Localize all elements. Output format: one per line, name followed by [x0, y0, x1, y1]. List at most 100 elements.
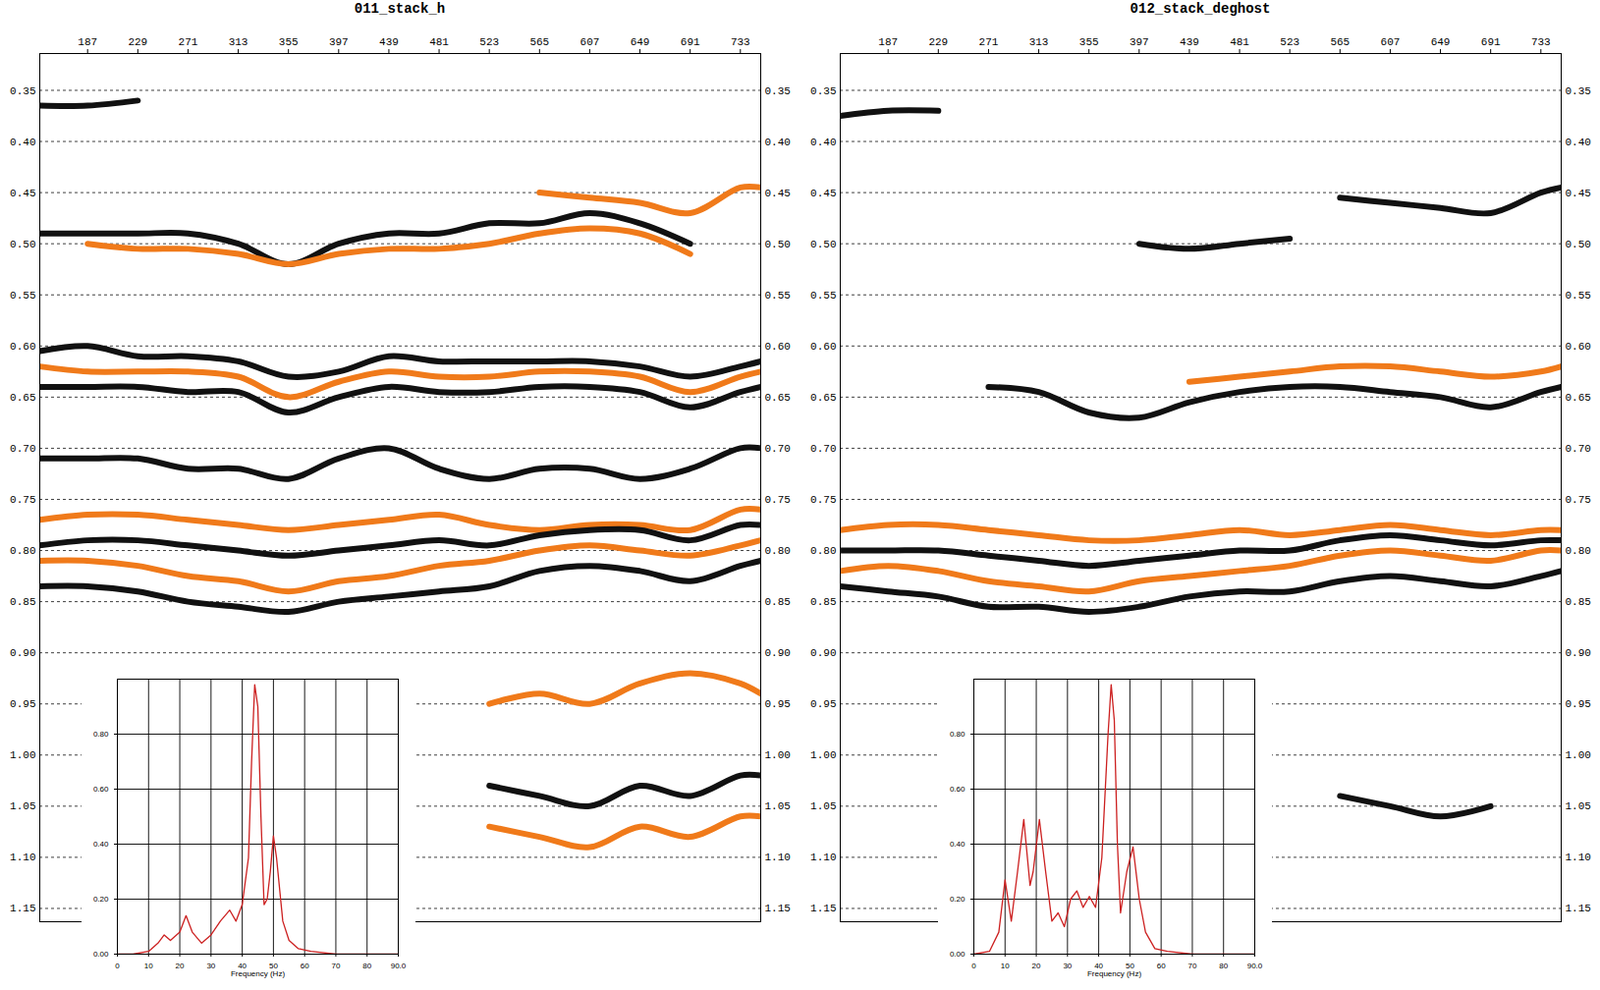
svg-text:0.35: 0.35	[810, 85, 836, 98]
svg-text:0.45: 0.45	[1565, 187, 1592, 200]
svg-text:0.80: 0.80	[1565, 545, 1592, 557]
svg-text:271: 271	[979, 36, 999, 49]
svg-text:0.75: 0.75	[765, 494, 791, 506]
svg-text:649: 649	[1431, 36, 1451, 49]
svg-text:0.65: 0.65	[810, 391, 836, 404]
svg-text:0.75: 0.75	[810, 494, 836, 506]
svg-text:Frequency (Hz): Frequency (Hz)	[230, 969, 285, 979]
svg-text:Frequency (Hz): Frequency (Hz)	[1087, 969, 1142, 979]
svg-text:607: 607	[580, 36, 601, 49]
svg-text:1.15: 1.15	[9, 902, 36, 915]
svg-text:1.15: 1.15	[1565, 902, 1592, 915]
svg-text:355: 355	[278, 36, 299, 49]
svg-text:397: 397	[1129, 36, 1150, 49]
svg-text:0.80: 0.80	[9, 545, 36, 557]
svg-text:0.90: 0.90	[810, 647, 836, 660]
svg-text:0.00: 0.00	[949, 949, 966, 959]
svg-text:0.60: 0.60	[949, 784, 966, 794]
svg-text:0: 0	[114, 961, 120, 971]
svg-text:397: 397	[329, 36, 349, 49]
svg-text:0.35: 0.35	[765, 85, 791, 98]
svg-text:1.05: 1.05	[810, 800, 836, 813]
svg-text:0.90: 0.90	[765, 647, 791, 660]
svg-text:0.35: 0.35	[9, 85, 36, 98]
svg-text:0.60: 0.60	[765, 340, 791, 353]
svg-text:355: 355	[1079, 36, 1100, 49]
svg-text:90.0: 90.0	[1247, 961, 1264, 971]
svg-text:0.35: 0.35	[1565, 85, 1592, 98]
svg-text:0.65: 0.65	[1565, 391, 1592, 404]
svg-text:565: 565	[529, 36, 550, 49]
svg-text:60: 60	[1157, 961, 1166, 971]
svg-text:0.95: 0.95	[1565, 698, 1592, 711]
svg-text:20: 20	[1032, 961, 1042, 971]
svg-text:0.50: 0.50	[810, 238, 836, 251]
svg-text:0.40: 0.40	[765, 136, 791, 149]
svg-text:1.05: 1.05	[9, 800, 36, 813]
svg-text:10: 10	[1000, 961, 1010, 971]
svg-text:733: 733	[730, 36, 751, 49]
svg-text:0.55: 0.55	[1565, 289, 1592, 302]
svg-text:607: 607	[1380, 36, 1401, 49]
svg-text:0.80: 0.80	[765, 545, 791, 557]
svg-text:0.40: 0.40	[93, 839, 110, 849]
svg-text:0.40: 0.40	[9, 136, 36, 149]
svg-text:649: 649	[630, 36, 651, 49]
svg-text:481: 481	[429, 36, 449, 49]
svg-text:0.55: 0.55	[810, 289, 836, 302]
svg-text:439: 439	[1179, 36, 1200, 49]
svg-text:30: 30	[206, 961, 216, 971]
svg-text:0.75: 0.75	[9, 494, 36, 506]
svg-text:0.50: 0.50	[9, 238, 36, 251]
svg-text:0.20: 0.20	[93, 894, 110, 904]
svg-text:1.00: 1.00	[810, 749, 836, 762]
svg-text:70: 70	[1187, 961, 1197, 971]
svg-text:733: 733	[1531, 36, 1551, 49]
svg-text:1.15: 1.15	[810, 902, 836, 915]
svg-text:271: 271	[178, 36, 199, 49]
svg-text:10: 10	[144, 961, 154, 971]
svg-text:187: 187	[77, 36, 98, 49]
svg-text:0.55: 0.55	[765, 289, 791, 302]
svg-text:0.00: 0.00	[93, 949, 110, 959]
svg-text:0.50: 0.50	[1565, 238, 1592, 251]
svg-text:0.70: 0.70	[1565, 442, 1592, 455]
svg-text:0.80: 0.80	[810, 545, 836, 557]
svg-text:229: 229	[928, 36, 948, 49]
svg-text:0.95: 0.95	[810, 698, 836, 711]
svg-text:1.10: 1.10	[9, 851, 36, 864]
svg-text:0.60: 0.60	[93, 784, 110, 794]
svg-text:1.10: 1.10	[1565, 851, 1592, 864]
svg-text:0.85: 0.85	[810, 596, 836, 608]
svg-text:523: 523	[1279, 36, 1300, 49]
svg-text:80: 80	[362, 961, 372, 971]
svg-text:0.50: 0.50	[765, 238, 791, 251]
svg-text:0.90: 0.90	[1565, 647, 1592, 660]
svg-text:439: 439	[379, 36, 399, 49]
svg-text:313: 313	[228, 36, 249, 49]
svg-text:691: 691	[680, 36, 701, 49]
svg-text:523: 523	[479, 36, 499, 49]
svg-text:229: 229	[127, 36, 148, 49]
svg-text:187: 187	[878, 36, 898, 49]
svg-text:0.80: 0.80	[93, 729, 110, 739]
svg-text:0.90: 0.90	[9, 647, 36, 660]
svg-text:1.10: 1.10	[765, 851, 791, 864]
svg-text:0.40: 0.40	[1565, 136, 1592, 149]
svg-text:0.55: 0.55	[9, 289, 36, 302]
svg-text:0.45: 0.45	[810, 187, 836, 200]
svg-text:90.0: 90.0	[390, 961, 407, 971]
svg-text:0: 0	[971, 961, 977, 971]
svg-text:0.70: 0.70	[9, 442, 36, 455]
svg-text:1.05: 1.05	[765, 800, 791, 813]
svg-text:0.65: 0.65	[765, 391, 791, 404]
svg-text:0.60: 0.60	[810, 340, 836, 353]
svg-text:0.20: 0.20	[949, 894, 966, 904]
svg-text:0.80: 0.80	[949, 729, 966, 739]
svg-text:1.00: 1.00	[1565, 749, 1592, 762]
svg-text:1.15: 1.15	[765, 902, 791, 915]
svg-text:20: 20	[175, 961, 185, 971]
svg-text:1.10: 1.10	[810, 851, 836, 864]
svg-text:691: 691	[1481, 36, 1501, 49]
svg-text:0.60: 0.60	[9, 340, 36, 353]
